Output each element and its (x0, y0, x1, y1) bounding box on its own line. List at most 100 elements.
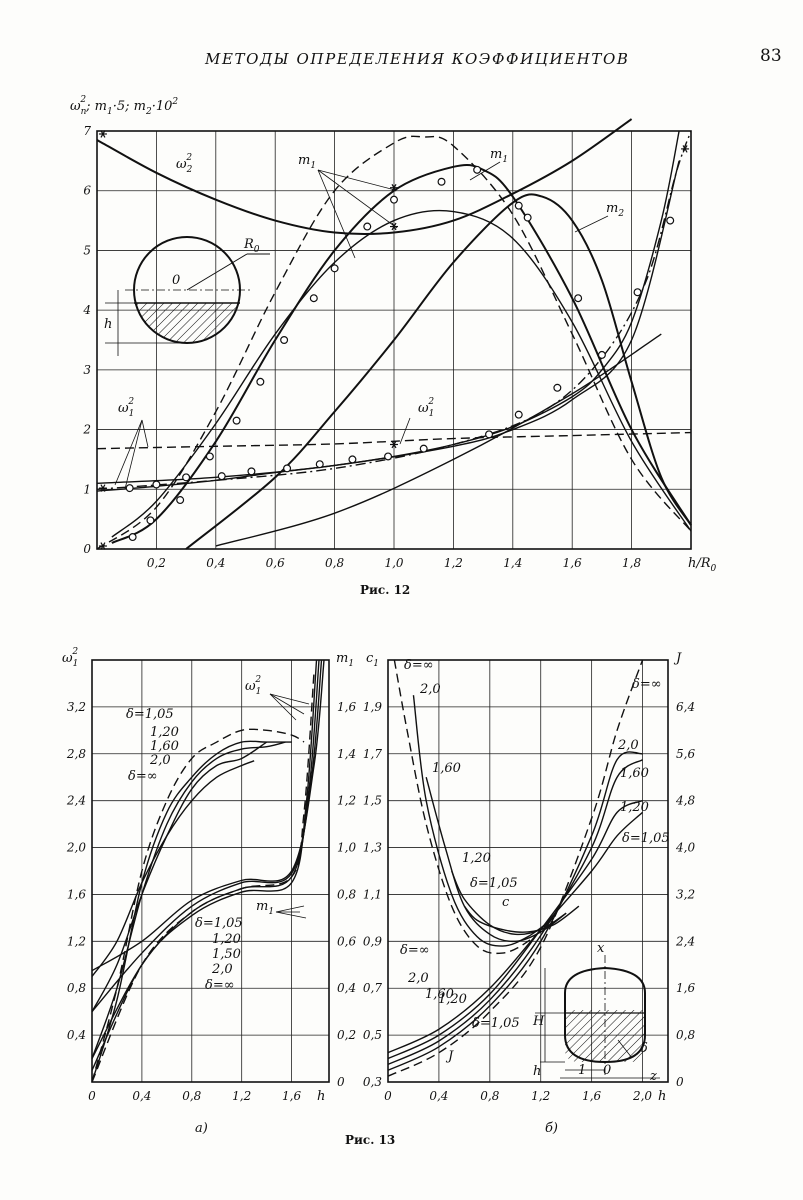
y-tick-label: 4 (82, 303, 91, 317)
fig13b-curve-label: 1,20 (438, 992, 467, 1007)
data-point-circle (205, 452, 214, 461)
label-m1-left: m1 (298, 153, 316, 171)
x-tick-label: 1,6 (563, 556, 582, 570)
y-right-tick-label: 0 (676, 1075, 684, 1089)
series-line (91, 659, 320, 1059)
y-right-tick-label: 1,6 (337, 700, 356, 714)
data-point-circle (315, 460, 324, 469)
x-tick-label: 0 (384, 1089, 392, 1103)
data-point-circle (473, 165, 482, 174)
y-right-tick-label: 4,8 (675, 794, 695, 808)
y-right-tick-label: 1,2 (337, 794, 356, 808)
data-point-circle (384, 452, 393, 461)
y-tick-label: 1,5 (363, 794, 382, 808)
series-line (412, 695, 554, 947)
running-header: МЕТОДЫ ОПРЕДЕЛЕНИЯ КОЭФФИЦИЕНТОВ 83 (0, 44, 803, 74)
fig13a-delta-label-bottom: δ=∞ (205, 978, 235, 993)
series-line (111, 163, 692, 544)
fig13b-curve-label: c (502, 895, 510, 910)
label-omega1-left: ω12 (118, 397, 134, 419)
fig13a-x-label: h (317, 1089, 325, 1104)
fig13a-delta-label-bottom: 1,20 (212, 932, 241, 947)
data-point-circle (146, 516, 155, 525)
x-tick-label: 1,6 (582, 1089, 601, 1103)
data-point-circle (363, 222, 372, 231)
data-point-circle (128, 533, 137, 542)
y-tick-label: 1 (83, 482, 91, 496)
y-tick-label: 1,2 (67, 934, 86, 948)
data-point-circle (232, 416, 241, 425)
y-tick-label: 0,4 (67, 1028, 86, 1042)
figure-13b: 0,3 0,5 0,7 0,9 1,1 1,3 1,5 1,7 1,9 0 0,8 1,6 2,4 3,2… (345, 651, 695, 1147)
fig13a-delta-label-bottom: δ=1,05 (195, 916, 243, 931)
inset-delta: δ (640, 1041, 648, 1056)
label-m2: m2 (606, 201, 624, 219)
y-tick-label: 6 (83, 184, 91, 198)
fig13b-curve-label: 2,0 (617, 738, 639, 753)
data-point-circle (309, 294, 318, 303)
fig12-inset-R0: R0 (243, 237, 260, 255)
x-tick-label: 0,8 (182, 1089, 201, 1103)
fig13b-curve-label: δ=∞ (404, 658, 434, 673)
figure-13a: 0,4 0,8 1,2 1,6 2,0 2,4 2,8 3,2 0 0,2 0,4 0,6 0,8 1,0… (62, 647, 356, 1136)
x-tick-label: 0,8 (325, 556, 344, 570)
series-line (91, 659, 325, 972)
data-point-star (390, 183, 398, 192)
series-line (393, 659, 554, 955)
fig13a-delta-label-top: 1,20 (150, 725, 179, 740)
y-right-tick-label: 1,4 (337, 747, 356, 761)
fig13b-curve-label: δ=1,05 (470, 876, 518, 891)
x-tick-label: 1,2 (232, 1089, 251, 1103)
fig13a-delta-label-top: 2,0 (149, 753, 171, 768)
data-point-circle (419, 444, 428, 453)
y-right-tick-label: 0 (337, 1075, 345, 1089)
data-point-circle (217, 472, 226, 481)
fig12-leaders (114, 161, 609, 490)
y-tick-label: 0,3 (363, 1075, 382, 1089)
data-point-circle (176, 496, 185, 505)
fig13b-curve-label: 1,60 (432, 761, 461, 776)
series-line (96, 118, 633, 236)
fig13a-delta-label-top: 1,60 (150, 739, 179, 754)
fig13b-curve-label: 1,60 (425, 987, 454, 1002)
data-point-circle (514, 410, 523, 419)
x-tick-label: 0,6 (266, 556, 285, 570)
data-point-circle (182, 473, 191, 482)
y-tick-label: 1,3 (363, 841, 382, 855)
fig13a-delta-label-bottom: 1,50 (212, 947, 241, 962)
data-point-circle (330, 264, 339, 273)
data-point-circle (280, 336, 289, 345)
data-point-circle (390, 195, 399, 204)
y-right-tick-label: 6,4 (676, 700, 695, 714)
data-point-star (98, 542, 107, 550)
series-line (91, 740, 292, 1083)
fig13a-sublabel: а) (195, 1121, 208, 1136)
y-tick-label: 1,7 (363, 747, 382, 761)
y-right-tick-label: 0,6 (337, 934, 356, 948)
series-line (185, 193, 692, 550)
figure-12: 0 1 2 3 4 5 6 7 0,2 0,4 0,6 0,8 1,0 1,2 1,4 1,6 1,8 ωn2… (70, 95, 717, 597)
series-line (91, 659, 323, 1013)
fig13b-curve-label: δ=1,05 (622, 831, 670, 846)
x-tick-label: 0,8 (480, 1089, 499, 1103)
inset-h: h (533, 1064, 541, 1079)
y-right-tick-label: 0,4 (337, 981, 356, 995)
fig13b-x-label: h (658, 1089, 666, 1104)
fig13a-frame (91, 659, 330, 1083)
fig12-x-axis-label: h/R0 (688, 556, 717, 574)
y-tick-label: 0,5 (363, 1028, 382, 1042)
fig13b-curve-label: δ=∞ (400, 943, 430, 958)
y-tick-label: 2,4 (66, 794, 86, 808)
fig13b-curve-label: 2,0 (407, 971, 429, 986)
series-line (91, 741, 286, 1059)
label-m1-right: m1 (490, 147, 508, 165)
y-right-tick-label: 0,8 (337, 887, 356, 901)
data-point-circle (597, 350, 606, 359)
x-tick-label: 0,4 (429, 1089, 448, 1103)
data-point-circle (152, 480, 161, 489)
y-tick-label: 0 (83, 542, 91, 556)
label-omega2: ω22 (176, 153, 193, 175)
fig13a-leaders (269, 693, 310, 919)
fig12-inset-origin: 0 (172, 273, 180, 288)
data-point-circle (125, 484, 134, 493)
